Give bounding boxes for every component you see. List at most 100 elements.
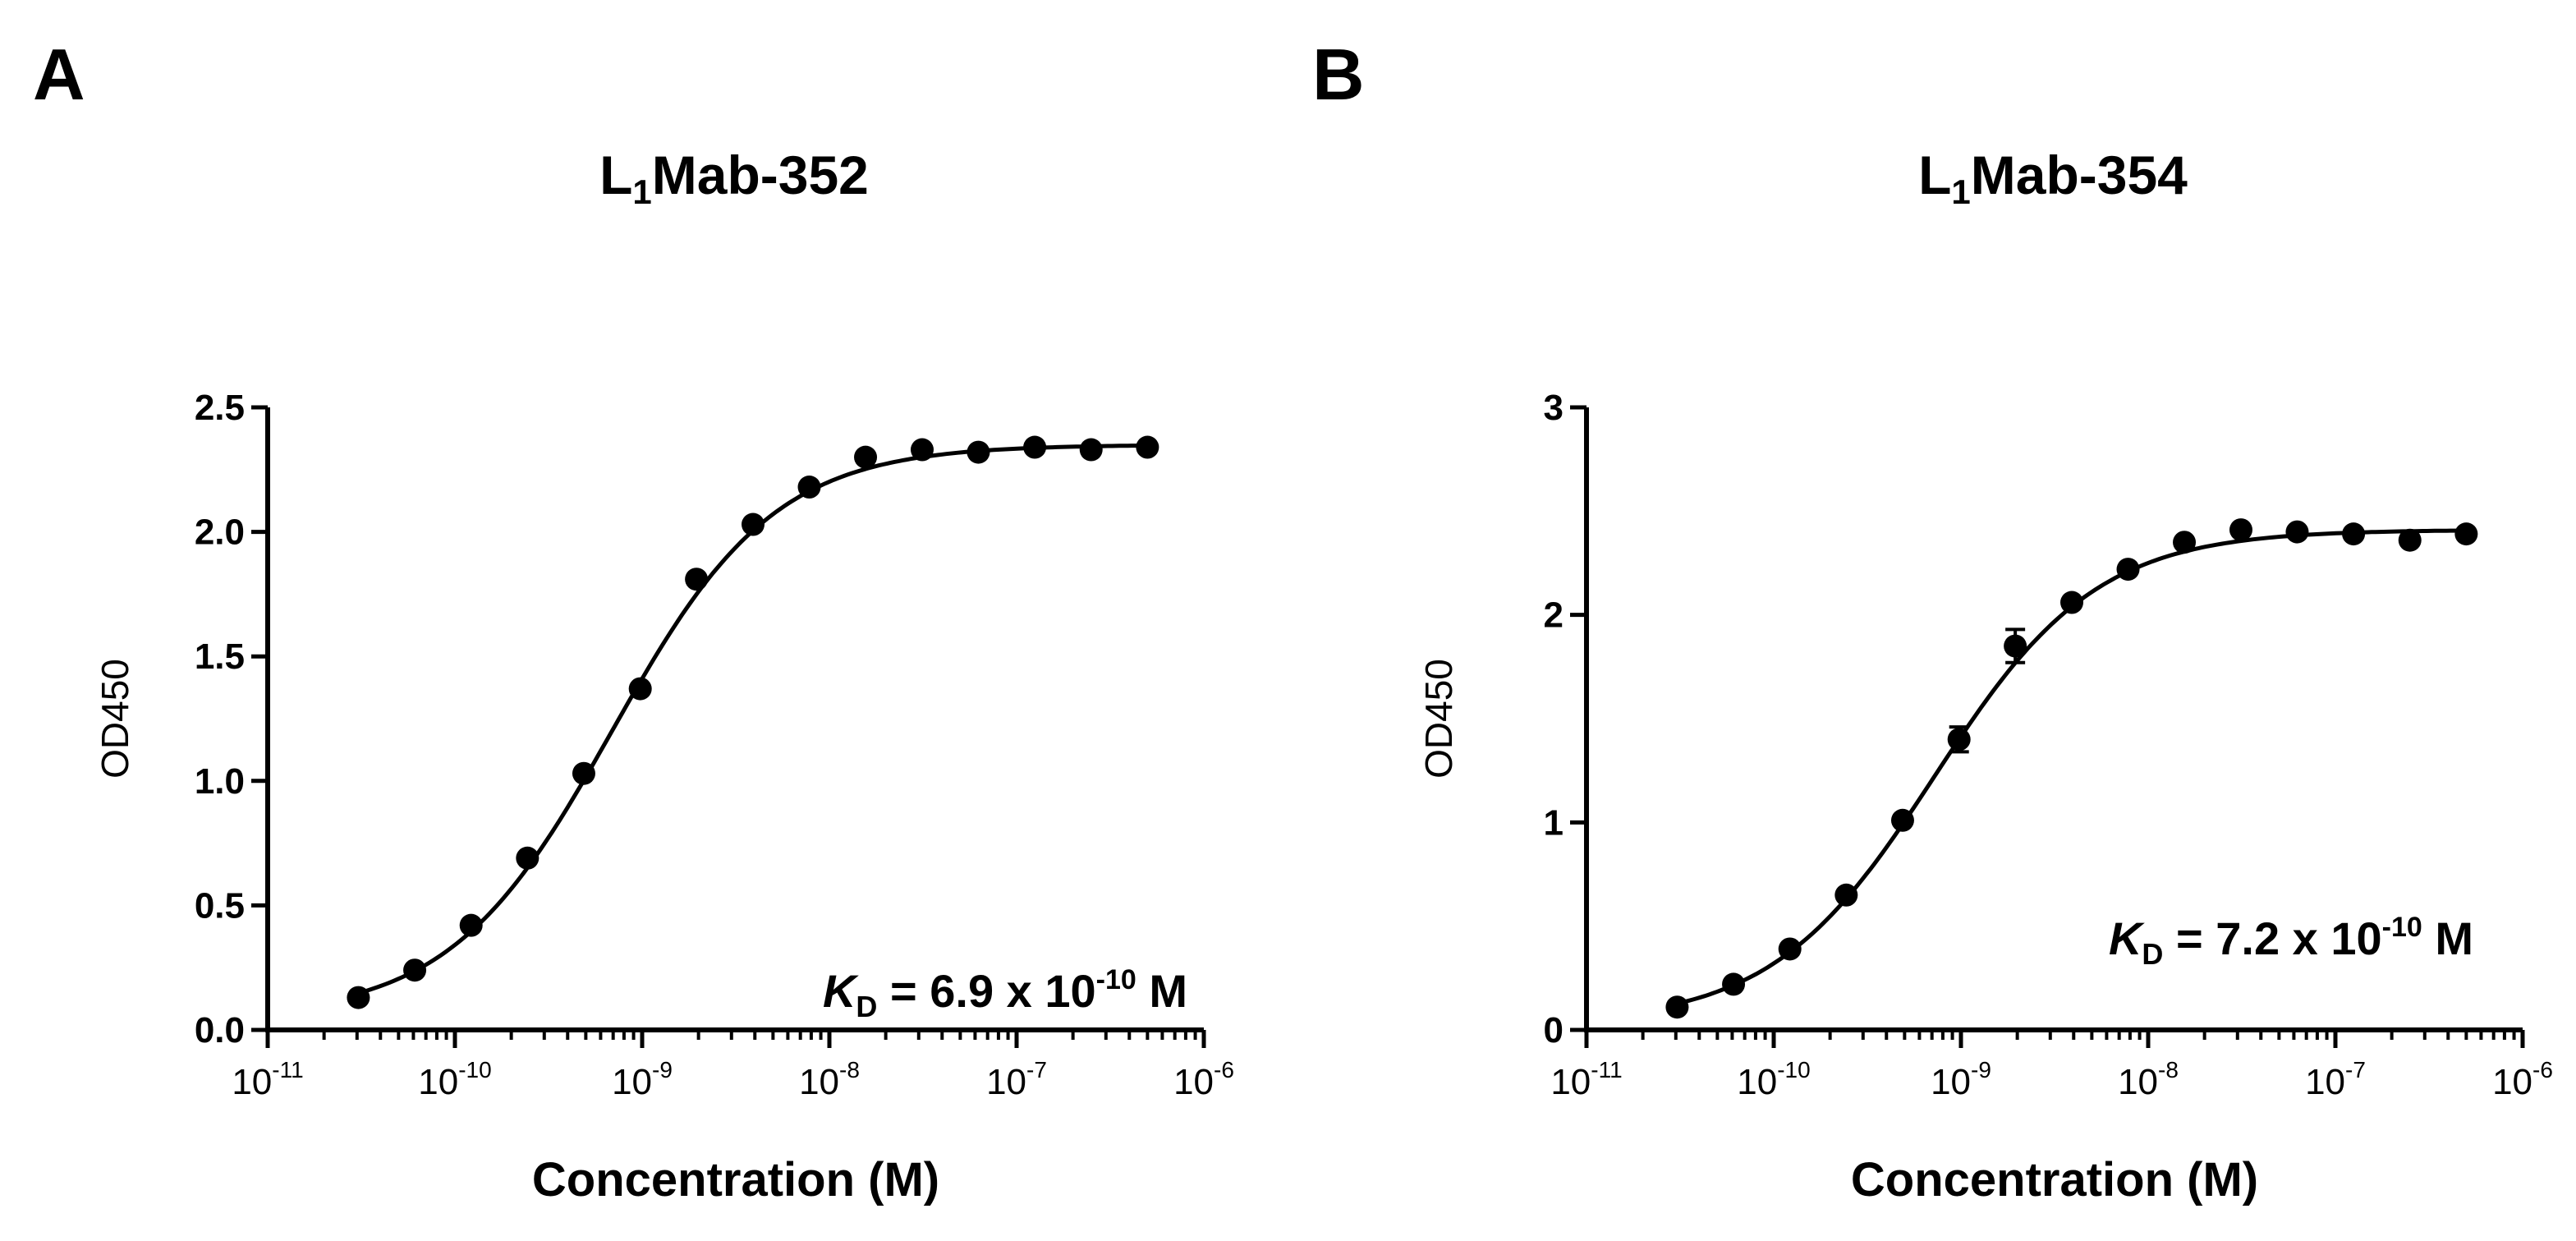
tick-exponent: -11 bbox=[272, 1057, 303, 1082]
data-point bbox=[1834, 883, 1858, 907]
kd-exponent: -10 bbox=[2382, 912, 2422, 943]
kd-value: = 6.9 x 10 bbox=[877, 965, 1095, 1017]
data-point bbox=[742, 512, 765, 536]
kd-annotation: KD = 6.9 x 10-10 M bbox=[823, 964, 1187, 1023]
data-point bbox=[1665, 995, 1689, 1019]
title-subscript: 1 bbox=[1951, 172, 1971, 211]
tick-exponent: -11 bbox=[1591, 1057, 1622, 1082]
kd-unit: M bbox=[2422, 912, 2473, 964]
x-axis-label: Concentration (M) bbox=[1851, 1153, 2258, 1207]
tick-base: 10 bbox=[799, 1062, 839, 1102]
kd-value: = 7.2 x 10 bbox=[2163, 912, 2381, 964]
y-tick-label: 0.0 bbox=[195, 1010, 245, 1050]
y-tick-label: 2.5 bbox=[195, 388, 245, 428]
data-point bbox=[797, 476, 821, 499]
y-tick-label: 0.5 bbox=[195, 885, 245, 926]
x-tick-label: 10-10 bbox=[418, 1057, 491, 1102]
y-axis-label: OD450 bbox=[1417, 659, 1460, 779]
tick-exponent: -7 bbox=[2345, 1057, 2366, 1082]
data-point bbox=[854, 445, 878, 469]
x-tick-label: 10-11 bbox=[232, 1057, 303, 1102]
x-tick-label: 10-10 bbox=[1737, 1057, 1810, 1102]
title-main: L bbox=[1918, 145, 1952, 205]
y-tick-label: 1 bbox=[1544, 802, 1564, 843]
data-point bbox=[1136, 435, 1159, 459]
y-axis-label: OD450 bbox=[94, 659, 136, 779]
data-point bbox=[2173, 531, 2197, 554]
tick-exponent: -9 bbox=[1971, 1057, 1991, 1082]
tick-base: 10 bbox=[1737, 1062, 1777, 1102]
y-tick-label: 1.0 bbox=[195, 761, 245, 802]
tick-exponent: -8 bbox=[2158, 1057, 2179, 1082]
title-rest: Mab-354 bbox=[1970, 145, 2188, 205]
kd-exponent: -10 bbox=[1096, 964, 1136, 995]
y-tick-label: 3 bbox=[1544, 388, 1564, 428]
data-point bbox=[2229, 518, 2252, 542]
data-point bbox=[967, 440, 990, 464]
x-tick-label: 10-9 bbox=[612, 1057, 673, 1102]
tick-base: 10 bbox=[986, 1062, 1026, 1102]
kd-annotation: KD = 7.2 x 10-10 M bbox=[2109, 912, 2473, 971]
tick-base: 10 bbox=[612, 1062, 652, 1102]
x-tick-label: 10-7 bbox=[2305, 1057, 2366, 1102]
x-tick-label: 10-11 bbox=[1550, 1057, 1622, 1102]
data-point bbox=[347, 986, 370, 1009]
data-point bbox=[2060, 591, 2084, 614]
chart-title-b: L1Mab-354 bbox=[1918, 144, 2188, 212]
y-tick-label: 0 bbox=[1544, 1010, 1564, 1050]
panel-letter-b: B bbox=[1312, 34, 1365, 115]
kd-subscript: D bbox=[2142, 937, 2163, 971]
data-point bbox=[516, 846, 540, 870]
title-main: L bbox=[599, 145, 633, 205]
tick-exponent: -7 bbox=[1026, 1057, 1047, 1082]
y-tick-label: 1.5 bbox=[195, 637, 245, 677]
x-tick-label: 10-7 bbox=[986, 1057, 1047, 1102]
tick-base: 10 bbox=[1173, 1062, 1214, 1102]
data-point bbox=[2285, 520, 2309, 544]
tick-exponent: -8 bbox=[839, 1057, 860, 1082]
tick-exponent: -6 bbox=[1214, 1057, 1234, 1082]
tick-base: 10 bbox=[2492, 1062, 2532, 1102]
data-point bbox=[2004, 634, 2027, 658]
y-tick-label: 2 bbox=[1544, 595, 1564, 636]
x-tick-label: 10-6 bbox=[2492, 1057, 2553, 1102]
data-point bbox=[1722, 972, 1746, 996]
tick-base: 10 bbox=[232, 1062, 272, 1102]
kd-symbol: K bbox=[2109, 912, 2145, 964]
data-point bbox=[685, 568, 709, 591]
tick-exponent: -10 bbox=[458, 1057, 491, 1082]
tick-exponent: -6 bbox=[2532, 1057, 2553, 1082]
panel-letter-a: A bbox=[33, 34, 85, 115]
chart-a: 0.00.51.01.52.02.510-11 10-10 10-9 10-8 10-7… bbox=[94, 388, 1234, 1207]
y-tick-label: 2.0 bbox=[195, 512, 245, 553]
data-point bbox=[459, 913, 483, 937]
data-point bbox=[572, 761, 595, 785]
title-subscript: 1 bbox=[632, 172, 652, 211]
data-point bbox=[1947, 728, 1971, 751]
data-point bbox=[1778, 937, 1802, 961]
kd-symbol: K bbox=[823, 965, 859, 1017]
data-point bbox=[628, 677, 652, 701]
data-point bbox=[2454, 522, 2478, 546]
x-tick-label: 10-8 bbox=[2118, 1057, 2179, 1102]
data-point bbox=[1023, 435, 1047, 459]
tick-base: 10 bbox=[1931, 1062, 1971, 1102]
data-point bbox=[2116, 558, 2140, 581]
data-point bbox=[1079, 438, 1103, 462]
tick-base: 10 bbox=[2305, 1062, 2345, 1102]
x-tick-label: 10-8 bbox=[799, 1057, 860, 1102]
tick-exponent: -10 bbox=[1777, 1057, 1810, 1082]
data-point bbox=[2342, 522, 2366, 546]
data-point bbox=[1890, 808, 1914, 832]
data-point bbox=[910, 438, 934, 462]
data-point bbox=[2398, 528, 2422, 552]
x-tick-label: 10-9 bbox=[1931, 1057, 1991, 1102]
tick-base: 10 bbox=[418, 1062, 458, 1102]
tick-base: 10 bbox=[2118, 1062, 2158, 1102]
kd-subscript: D bbox=[856, 990, 877, 1023]
chart-title-a: L1Mab-352 bbox=[599, 144, 869, 212]
title-rest: Mab-352 bbox=[651, 145, 869, 205]
tick-base: 10 bbox=[1550, 1062, 1591, 1102]
